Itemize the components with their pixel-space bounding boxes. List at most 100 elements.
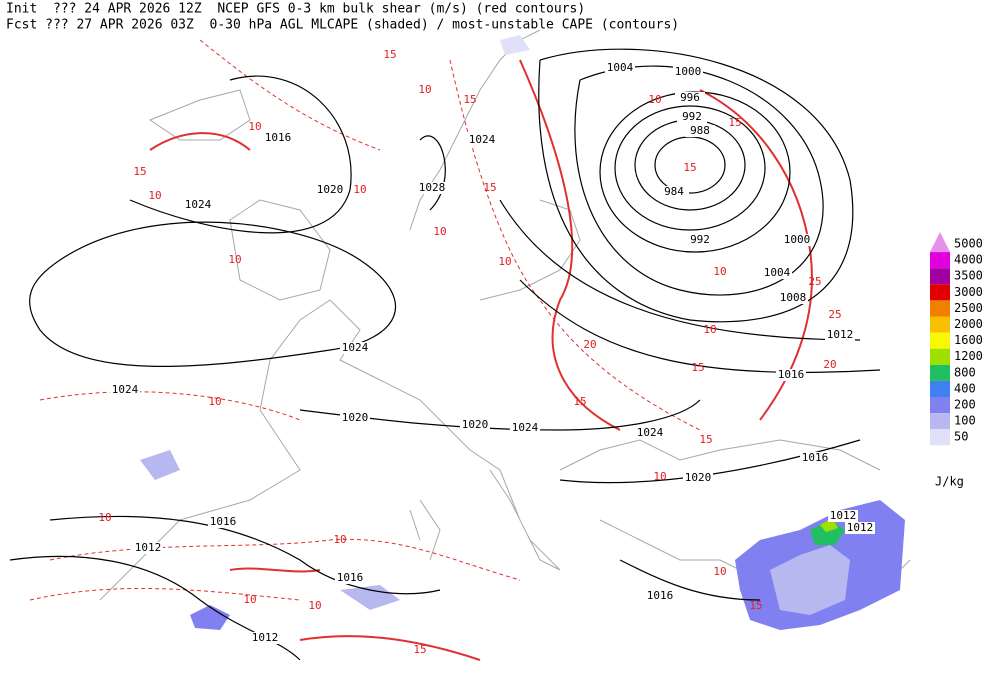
shear-label: 15 <box>383 48 396 61</box>
isobar-label: 1028 <box>419 181 446 194</box>
shear-label: 20 <box>823 358 836 371</box>
colorbar-label: 3500 <box>954 269 983 283</box>
shear-label: 10 <box>148 189 161 202</box>
isobar-label: 988 <box>690 124 710 137</box>
isobar-label: 1012 <box>252 631 279 644</box>
isobar-label: 1024 <box>342 341 369 354</box>
isobar-label-bg <box>467 134 497 146</box>
isobar-label: 1004 <box>764 266 791 279</box>
colorbar-swatch <box>930 316 950 333</box>
colorbar-swatch <box>930 397 950 414</box>
isobar-label: 1008 <box>780 291 807 304</box>
shear-label: 15 <box>413 643 426 656</box>
colorbar-swatch <box>930 252 950 269</box>
shear-label: 15 <box>683 161 696 174</box>
shear-label: 10 <box>713 265 726 278</box>
isobar-label-bg <box>659 186 689 198</box>
isobar-label-bg <box>315 184 345 196</box>
shear-label: 10 <box>248 120 261 133</box>
colorbar-label: 5000 <box>954 237 983 251</box>
isobar-label: 1016 <box>647 589 674 602</box>
isobar-label: 1020 <box>462 418 489 431</box>
isobar-label: 1020 <box>685 471 712 484</box>
isobar-label-bg <box>605 62 635 74</box>
shear-label: 20 <box>583 338 596 351</box>
shear-label: 25 <box>808 275 821 288</box>
isobar-label: 1016 <box>802 451 829 464</box>
isobar-label: 1024 <box>512 421 539 434</box>
shear-label: 10 <box>653 470 666 483</box>
shear-label: 10 <box>243 593 256 606</box>
colorbar-swatch <box>930 413 950 430</box>
shear-label: 15 <box>463 93 476 106</box>
shear-label: 10 <box>333 533 346 546</box>
isobar-label-bg <box>340 412 370 424</box>
isobar-label-bg <box>340 342 370 354</box>
isobar-label: 1020 <box>317 183 344 196</box>
isobar-label-bg <box>782 234 812 246</box>
shear-label: 10 <box>498 255 511 268</box>
isobar-label-bg <box>828 510 858 522</box>
colorbar-label: 3000 <box>954 285 983 299</box>
isobar-label: 1024 <box>112 383 139 396</box>
isobar-label-bg <box>635 427 665 439</box>
isobar-label: 1016 <box>778 368 805 381</box>
shear-label: 10 <box>418 83 431 96</box>
isobar-label-bg <box>335 572 365 584</box>
colorbar-swatch <box>930 284 950 301</box>
colorbar-label: 200 <box>954 398 976 412</box>
colorbar-label: 1600 <box>954 333 983 347</box>
colorbar-swatch <box>930 348 950 365</box>
shear-label: 10 <box>433 225 446 238</box>
isobar-label-bg <box>208 516 238 528</box>
isobar-label-bg <box>685 234 715 246</box>
isobar-label: 1012 <box>847 521 874 534</box>
isobar-label: 1016 <box>210 515 237 528</box>
shear-label: 10 <box>703 323 716 336</box>
colorbar-arrow <box>930 232 950 252</box>
shear-label: 15 <box>691 361 704 374</box>
colorbar-swatch <box>930 380 950 397</box>
colorbar-swatch <box>930 429 950 446</box>
colorbar-unit: J/kg <box>935 475 964 489</box>
shear-label: 15 <box>573 395 586 408</box>
isobar-label: 992 <box>690 233 710 246</box>
isobar-label: 1000 <box>675 65 702 78</box>
colorbar-swatch <box>930 332 950 349</box>
isobar-label: 1016 <box>337 571 364 584</box>
shear-label: 10 <box>648 93 661 106</box>
header-line: Fcst ??? 27 APR 2026 03Z 0-30 hPa AGL ML… <box>6 18 679 33</box>
isobar-label: 1024 <box>637 426 664 439</box>
shear-label: 15 <box>483 181 496 194</box>
shear-label: 10 <box>208 395 221 408</box>
colorbar-label: 400 <box>954 381 976 395</box>
isobar-label: 1012 <box>830 509 857 522</box>
isobar-label: 1016 <box>265 131 292 144</box>
isobar-label: 1000 <box>784 233 811 246</box>
isobar-label-bg <box>417 182 447 194</box>
isobar-label-bg <box>825 329 855 341</box>
isobar-label-bg <box>263 132 293 144</box>
isobar-label: 1020 <box>342 411 369 424</box>
isobar-label: 996 <box>680 91 700 104</box>
shear-label: 15 <box>699 433 712 446</box>
colorbar-label: 100 <box>954 414 976 428</box>
isobar-label: 984 <box>664 185 684 198</box>
isobar-label-bg <box>673 66 703 78</box>
shear-label: 10 <box>308 599 321 612</box>
colorbar-label: 2000 <box>954 317 983 331</box>
shear-label: 15 <box>133 165 146 178</box>
isobar-label-bg <box>675 92 705 104</box>
isobar-label-bg <box>683 472 713 484</box>
isobar-label-bg <box>183 199 213 211</box>
colorbar-label: 4000 <box>954 253 983 267</box>
isobar-label: 992 <box>682 110 702 123</box>
isobar-label-bg <box>645 590 675 602</box>
colorbar-label: 800 <box>954 365 976 379</box>
isobar-label: 1012 <box>135 541 162 554</box>
colorbar-label: 1200 <box>954 349 983 363</box>
colorbar: 5000 4000 3500 3000 2500 2000 1600 1200 800 400 20… <box>930 232 983 446</box>
isobar-label-bg <box>778 292 808 304</box>
colorbar-label: 50 <box>954 430 968 444</box>
colorbar-label: 2500 <box>954 301 983 315</box>
